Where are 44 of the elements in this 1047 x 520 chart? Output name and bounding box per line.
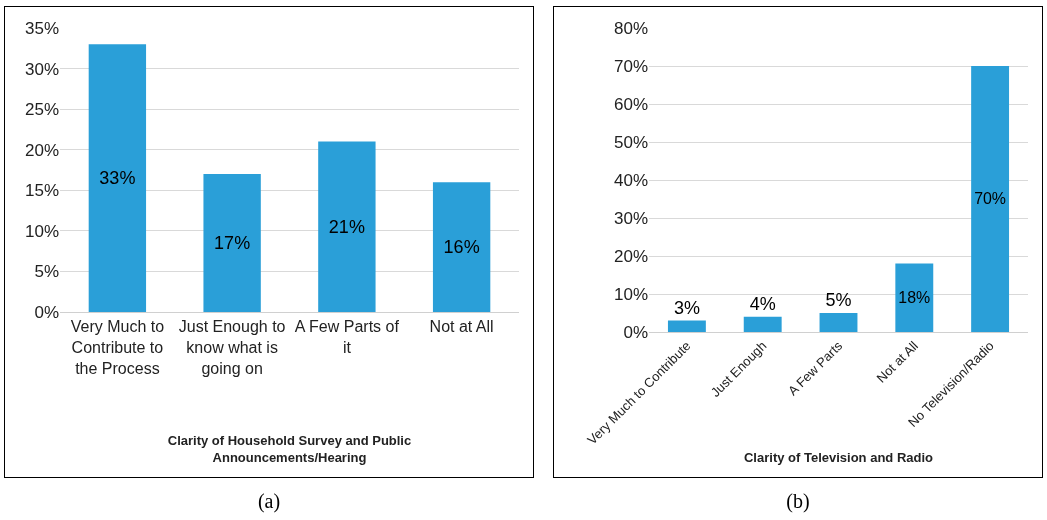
bar [203, 174, 261, 312]
data-label: 33% [99, 168, 136, 189]
y-tick-label: 15% [24, 181, 59, 201]
data-label: 5% [825, 290, 852, 310]
data-label: 21% [328, 216, 365, 237]
y-tick-label: 5% [34, 262, 59, 282]
y-tick-label: 0% [623, 322, 648, 342]
y-tick-label: 25% [24, 100, 59, 120]
y-tick-label: 20% [613, 246, 648, 266]
y-tick-label: 70% [613, 56, 648, 76]
x-tick-label: Not at All [873, 338, 922, 386]
bar [895, 263, 934, 332]
data-label: 3% [673, 297, 700, 318]
bar [318, 141, 376, 312]
y-tick-label: 10% [613, 284, 648, 304]
data-label: 16% [443, 237, 480, 258]
text: (b) [785, 490, 811, 513]
y-tick-label: 30% [24, 59, 59, 79]
bar [743, 316, 782, 332]
bar [971, 66, 1010, 332]
y-tick-label: 10% [24, 221, 59, 241]
y-tick-label: 35% [24, 18, 59, 38]
x-tick-label: A Few Parts of it [294, 318, 400, 356]
y-tick-label: 0% [34, 302, 59, 322]
data-label: 70% [974, 190, 1007, 208]
y-tick-label: 80% [613, 18, 648, 38]
y-tick-label: 50% [613, 132, 648, 152]
data-label: 18% [898, 289, 931, 307]
x-tick-label: Just Enough to know what is going on [178, 318, 286, 377]
data-label: 4% [749, 293, 776, 314]
text: (a) [256, 490, 282, 513]
bar [432, 182, 491, 312]
data-label: 17% [214, 233, 251, 254]
x-tick-label: Not at All [429, 318, 494, 336]
y-tick-label: 60% [613, 94, 648, 114]
bar [88, 44, 147, 312]
y-tick-label: 20% [24, 140, 59, 160]
x-tick-label: Very Much to Contribute to the Process [70, 318, 165, 377]
x-axis-title: Clarity of Household Survey and Public Announcements/Hearing [167, 433, 412, 466]
bar [819, 313, 858, 332]
y-tick-label: 30% [613, 208, 648, 228]
x-axis-title: Clarity of Television and Radio [743, 450, 934, 466]
bar [667, 320, 706, 332]
y-tick-label: 40% [613, 170, 648, 190]
